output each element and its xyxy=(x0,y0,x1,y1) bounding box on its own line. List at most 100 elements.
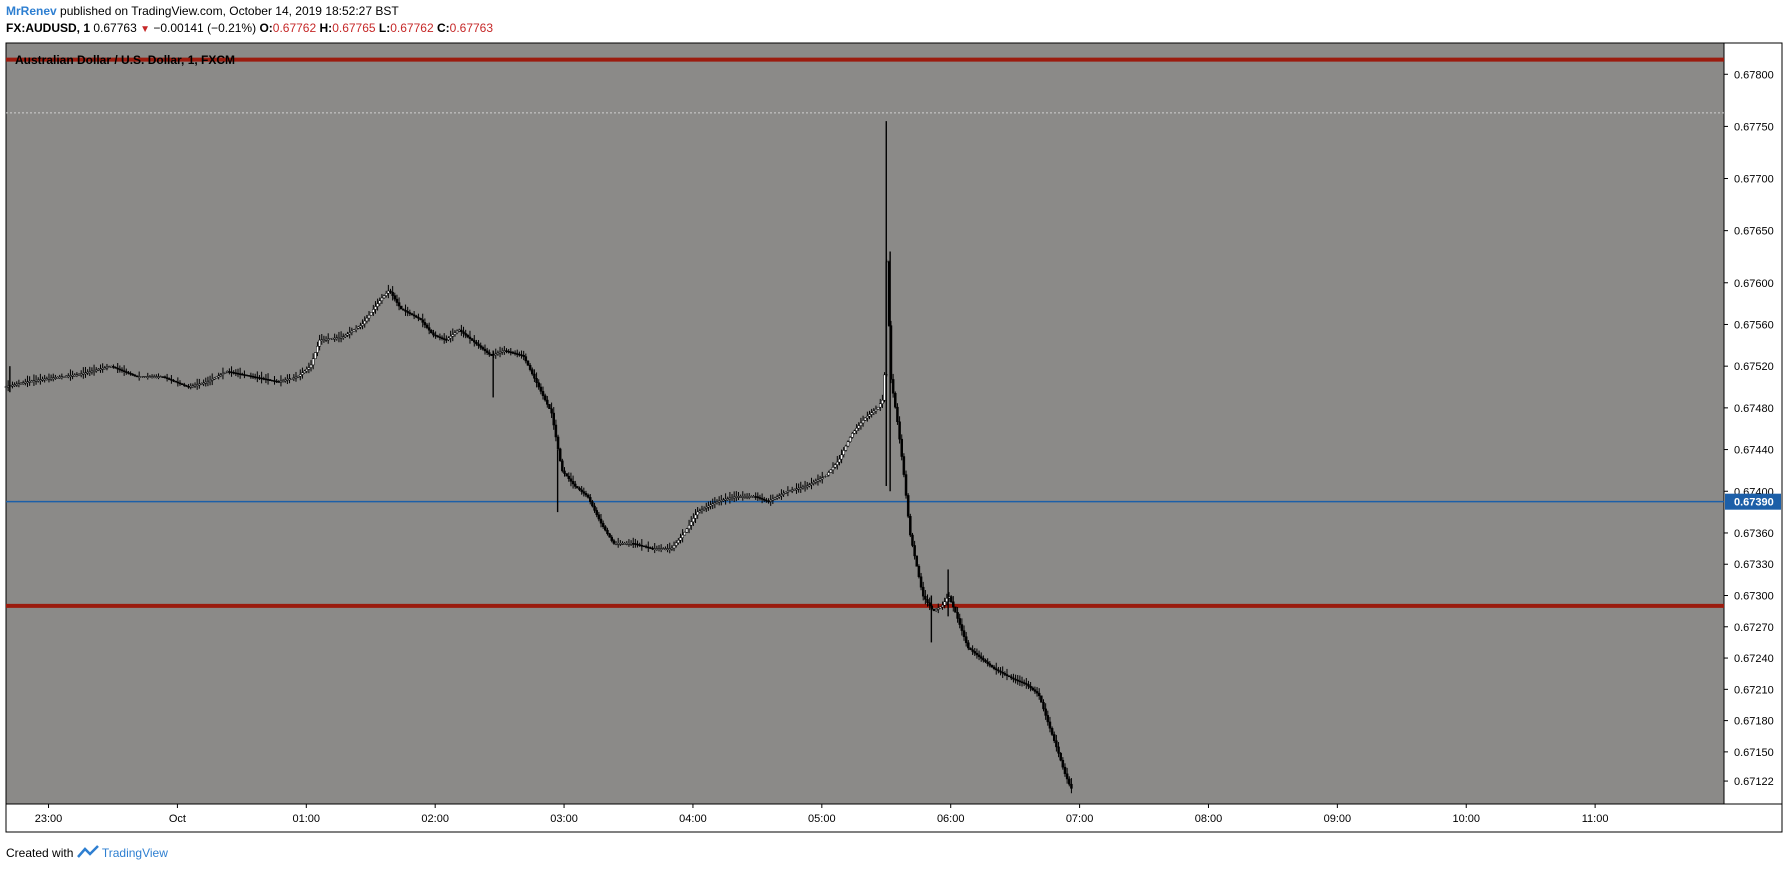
candle-body xyxy=(260,377,263,380)
candle-body xyxy=(896,406,899,423)
candle-body xyxy=(589,497,592,502)
candle-body xyxy=(505,350,508,352)
candle-body xyxy=(28,381,31,383)
close-value: 0.67763 xyxy=(449,21,494,35)
candle-body xyxy=(730,497,734,499)
candle-body xyxy=(185,385,188,387)
candle-body xyxy=(515,353,519,355)
candle-body xyxy=(857,425,861,429)
candle-body xyxy=(11,384,14,387)
candle-body xyxy=(780,494,783,496)
candle-body xyxy=(1031,687,1035,690)
candle-body xyxy=(408,312,412,314)
symbol-info: FX:AUDUSD, 1 0.67763 ▼ −0.00141 (−0.21%)… xyxy=(6,21,493,35)
low-label: L: xyxy=(378,21,391,35)
plot-area[interactable] xyxy=(6,43,1724,804)
candle-body xyxy=(1052,734,1056,741)
candle-body xyxy=(367,314,371,319)
candle-body xyxy=(62,376,66,378)
candle-body xyxy=(939,606,942,609)
candle-body xyxy=(941,604,944,608)
candle-body xyxy=(715,501,719,503)
candle-body xyxy=(49,377,53,380)
candle-body xyxy=(251,375,255,378)
candle-body xyxy=(868,414,871,417)
price-tick-label: 0.67300 xyxy=(1734,591,1774,603)
candle-body xyxy=(73,374,76,377)
candle-body xyxy=(1029,685,1032,689)
candle-body xyxy=(904,474,908,496)
candle-body xyxy=(193,384,197,387)
candle-body xyxy=(99,368,102,371)
candle-body xyxy=(1068,778,1071,785)
tradingview-link[interactable]: TradingView xyxy=(101,846,168,860)
candle-body xyxy=(84,372,87,374)
candle-body xyxy=(934,609,938,611)
candle-body xyxy=(982,658,985,661)
candle-body xyxy=(732,496,736,499)
candle-body xyxy=(13,384,16,386)
candle-body xyxy=(172,379,175,382)
candle-body xyxy=(1055,740,1058,748)
candle-body xyxy=(391,291,394,296)
candle-body xyxy=(116,367,119,370)
candle-body xyxy=(148,376,152,378)
candle-body xyxy=(483,348,487,352)
candle-body xyxy=(541,391,545,396)
candle-body xyxy=(365,317,369,322)
candle-body xyxy=(427,327,431,331)
candle-body xyxy=(466,334,470,338)
candle-body xyxy=(1065,773,1069,780)
candle-body xyxy=(692,518,695,523)
candle-body xyxy=(232,372,235,374)
current-price-badge-label: 0.67390 xyxy=(1734,497,1774,509)
candle-body xyxy=(445,339,448,341)
candle-body xyxy=(909,516,912,536)
candle-body xyxy=(649,547,652,549)
candle-body xyxy=(775,496,779,499)
candle-body xyxy=(902,456,906,475)
author-name[interactable]: MrRenev xyxy=(6,4,57,18)
candle-body xyxy=(561,460,564,472)
candle-body xyxy=(621,543,624,545)
candle-body xyxy=(855,427,858,432)
time-axis[interactable] xyxy=(5,803,1783,833)
candle-body xyxy=(412,314,416,317)
last-price: 0.67763 xyxy=(93,21,137,35)
candle-body xyxy=(1048,721,1052,729)
candle-body xyxy=(584,493,588,496)
candle-body xyxy=(799,487,803,489)
candle-body xyxy=(853,430,856,434)
candle-body xyxy=(275,380,278,383)
candle-body xyxy=(256,376,259,379)
candle-body xyxy=(210,379,214,381)
candle-body xyxy=(137,376,141,378)
candle-body xyxy=(833,464,837,468)
candle-body xyxy=(110,366,113,368)
candle-body xyxy=(168,378,171,380)
high-label: H: xyxy=(319,21,333,35)
candle-body xyxy=(249,375,253,378)
candle-body xyxy=(1020,681,1024,683)
candle-body xyxy=(664,548,667,550)
candle-body xyxy=(374,306,377,310)
candle-body xyxy=(546,399,549,405)
candle-body xyxy=(1044,708,1047,716)
candle-body xyxy=(498,351,502,354)
candle-body xyxy=(556,436,560,450)
candle-body xyxy=(258,377,261,379)
candle-body xyxy=(238,373,242,375)
low-value: 0.67762 xyxy=(390,21,434,35)
candle-body xyxy=(1037,692,1041,697)
candle-body xyxy=(161,376,165,378)
candle-body xyxy=(952,601,955,608)
candle-body xyxy=(586,494,590,498)
candle-body xyxy=(679,537,682,541)
candle-body xyxy=(464,333,467,336)
candle-body xyxy=(554,424,558,438)
candle-body xyxy=(685,528,689,533)
candle-body xyxy=(578,487,581,491)
candle-body xyxy=(305,369,308,372)
candle-body xyxy=(17,383,21,385)
